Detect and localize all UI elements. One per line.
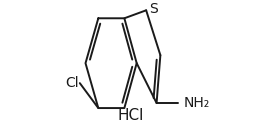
Text: S: S <box>150 2 158 16</box>
Text: NH₂: NH₂ <box>183 96 209 110</box>
Text: Cl: Cl <box>65 76 78 90</box>
Text: HCl: HCl <box>118 108 144 123</box>
